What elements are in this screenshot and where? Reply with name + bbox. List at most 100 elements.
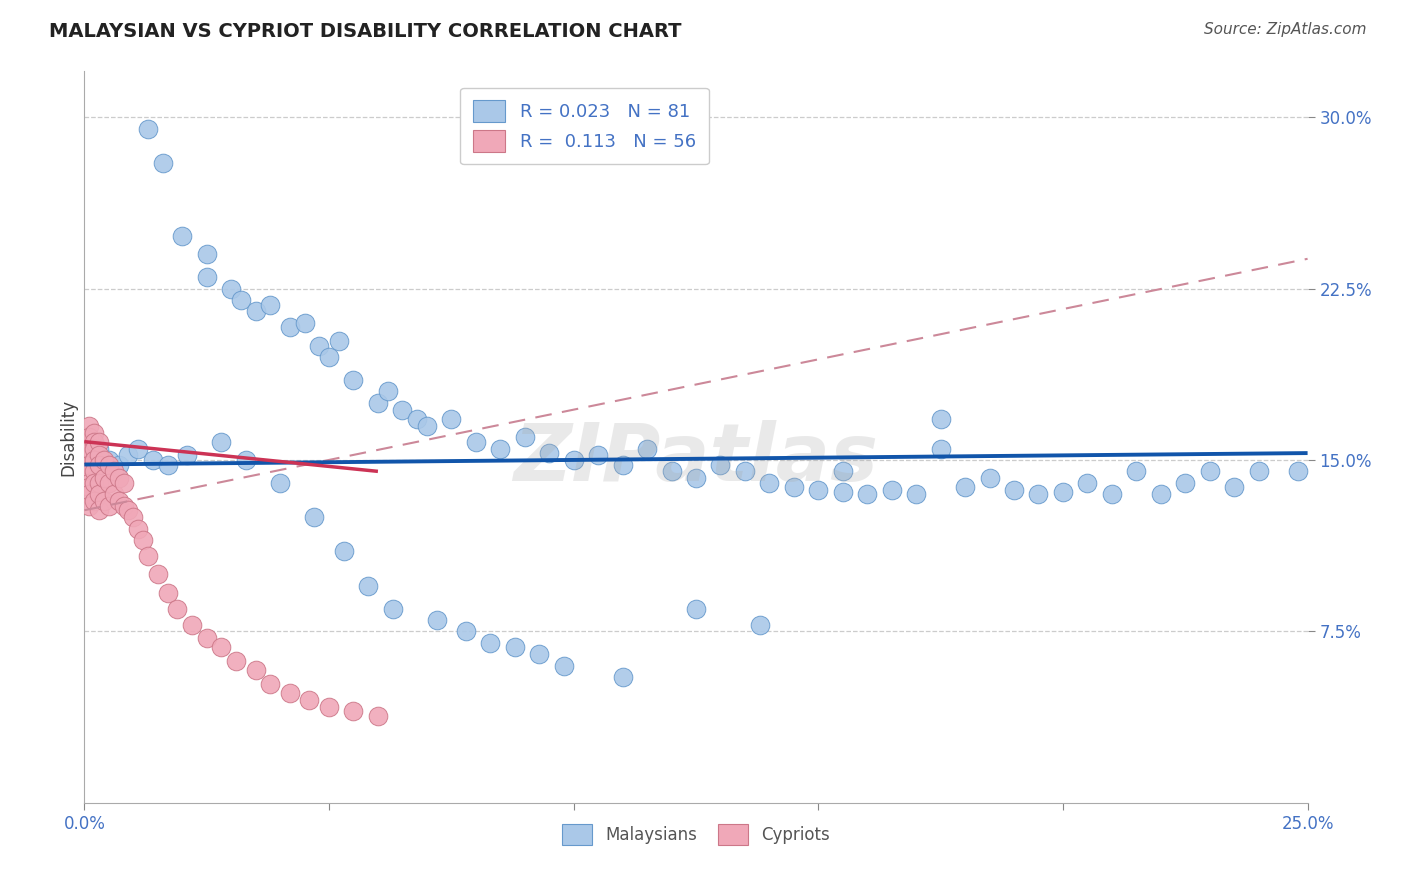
Text: ZIPatlas: ZIPatlas (513, 420, 879, 498)
Point (156, 458, 179, 472)
Point (929, 412, 952, 426)
Point (172, 229, 194, 244)
Point (166, 601, 188, 615)
Point (73, 430, 96, 444)
Point (685, 601, 707, 615)
Point (117, 503, 139, 517)
Point (734, 464, 756, 478)
Point (880, 483, 903, 497)
Point (685, 471, 707, 485)
Point (87, 442, 110, 456)
Point (464, 434, 486, 449)
Point (367, 709, 389, 723)
Point (905, 487, 928, 501)
Point (195, 632, 218, 646)
Point (97, 458, 120, 472)
Point (87, 503, 110, 517)
Point (294, 316, 316, 330)
Point (235, 453, 257, 467)
Point (367, 396, 389, 410)
Point (103, 464, 125, 478)
Point (342, 705, 364, 719)
Point (612, 458, 634, 472)
Point (87, 458, 110, 472)
Point (195, 270, 218, 285)
Point (127, 442, 149, 456)
Point (93, 453, 115, 467)
Point (229, 293, 252, 307)
Text: MALAYSIAN VS CYPRIOT DISABILITY CORRELATION CHART: MALAYSIAN VS CYPRIOT DISABILITY CORRELAT… (49, 22, 682, 41)
Point (586, 449, 609, 463)
Point (856, 487, 879, 501)
Point (1150, 487, 1173, 501)
Point (83, 453, 105, 467)
Point (245, 663, 267, 677)
Point (181, 617, 204, 632)
Point (538, 446, 561, 460)
Point (107, 458, 129, 472)
Point (440, 412, 463, 426)
Point (77, 499, 100, 513)
Point (1002, 483, 1025, 497)
Point (245, 304, 267, 318)
Point (612, 670, 634, 684)
Point (107, 494, 129, 508)
Point (1174, 475, 1197, 490)
Point (342, 373, 364, 387)
Point (97, 499, 120, 513)
Point (112, 499, 135, 513)
Point (127, 521, 149, 535)
Point (77, 480, 100, 494)
Point (1076, 475, 1098, 490)
Point (562, 453, 585, 467)
Point (97, 475, 120, 490)
Point (83, 434, 105, 449)
Point (416, 418, 439, 433)
Point (529, 647, 551, 661)
Point (77, 487, 100, 501)
Point (83, 494, 105, 508)
Point (122, 510, 145, 524)
Y-axis label: Disability: Disability (59, 399, 77, 475)
Point (426, 613, 449, 627)
Point (93, 471, 115, 485)
Point (831, 464, 853, 478)
Point (1052, 485, 1074, 500)
Point (195, 247, 218, 261)
Point (304, 510, 326, 524)
Point (152, 155, 174, 169)
Point (269, 475, 291, 490)
Point (318, 350, 340, 364)
Point (136, 121, 159, 136)
Point (117, 449, 139, 463)
Point (259, 297, 281, 311)
Point (503, 640, 526, 655)
Point (479, 636, 502, 650)
Point (209, 434, 232, 449)
Point (107, 471, 129, 485)
Point (83, 475, 105, 490)
Point (513, 430, 536, 444)
Point (259, 677, 281, 691)
Point (112, 475, 135, 490)
Point (929, 442, 952, 456)
Point (953, 480, 976, 494)
Point (1028, 487, 1050, 501)
Point (83, 464, 105, 478)
Point (77, 430, 100, 444)
Point (209, 640, 232, 655)
Point (278, 320, 301, 334)
Point (332, 544, 354, 558)
Point (748, 617, 770, 632)
Point (83, 442, 105, 456)
Point (758, 475, 780, 490)
Point (73, 442, 96, 456)
Point (176, 449, 198, 463)
Point (77, 475, 100, 490)
Point (1286, 464, 1309, 478)
Point (1198, 464, 1220, 478)
Point (553, 658, 575, 673)
Point (77, 458, 100, 472)
Text: Source: ZipAtlas.com: Source: ZipAtlas.com (1204, 22, 1367, 37)
Point (391, 402, 413, 417)
